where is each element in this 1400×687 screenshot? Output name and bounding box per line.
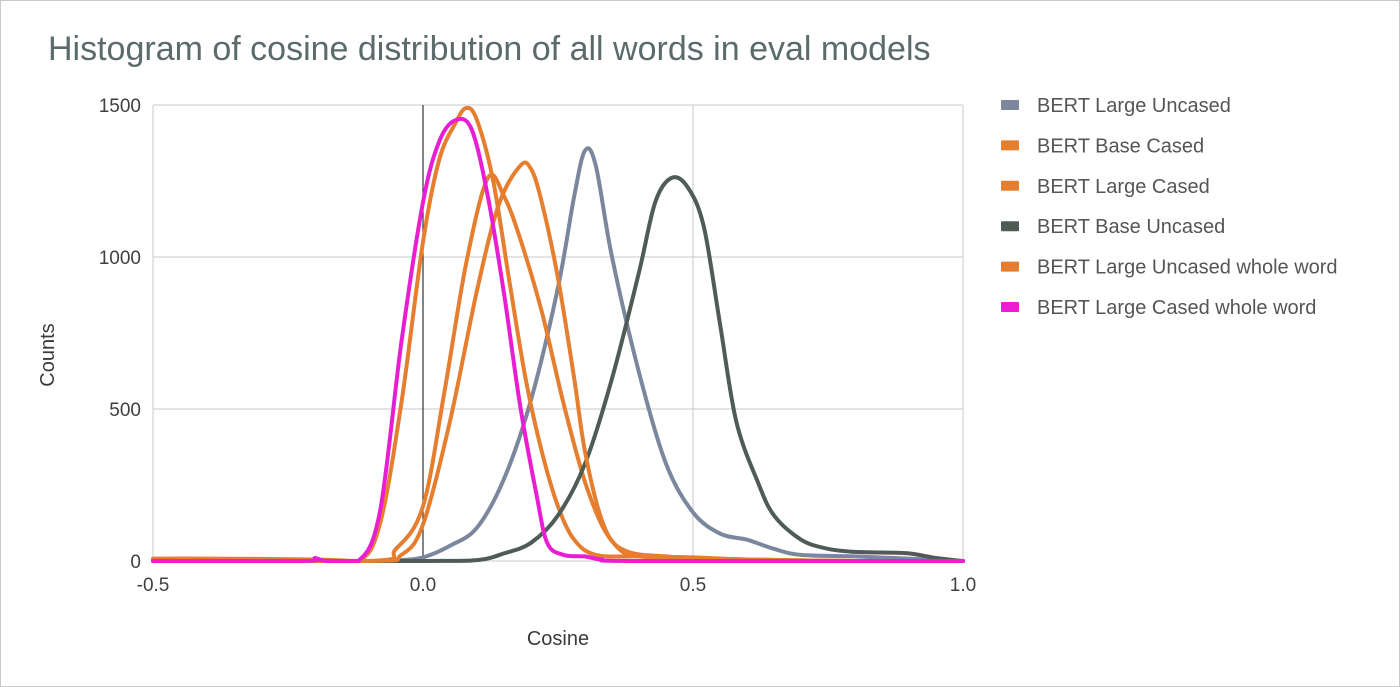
legend-label: BERT Large Cased — [1037, 176, 1210, 198]
x-tick-label: 1.0 — [950, 575, 976, 596]
series-line-bert-large-cased-whole-word — [151, 116, 965, 564]
series-layer — [151, 105, 965, 564]
y-tick-label: 1000 — [99, 248, 141, 269]
tick-layer: 0 500 1000 1500 -0.5 0.0 0.5 1.0 — [99, 96, 976, 596]
legend-label: BERT Large Uncased — [1037, 95, 1231, 117]
legend-label: BERT Base Uncased — [1037, 216, 1225, 238]
y-axis-label: Counts — [37, 323, 59, 386]
series-line-bert-large-uncased — [151, 146, 965, 564]
legend-swatch — [1001, 221, 1019, 232]
legend-swatch — [1001, 261, 1019, 272]
x-axis-label: Cosine — [527, 628, 589, 650]
x-tick-label: 0.5 — [680, 575, 706, 596]
x-tick-label: 0.0 — [410, 575, 436, 596]
legend-swatch — [1001, 180, 1019, 191]
series-line-bert-base-uncased — [151, 175, 965, 564]
legend-swatch — [1001, 100, 1019, 110]
legend-swatch — [1001, 302, 1019, 312]
legend-swatch — [1001, 140, 1019, 151]
legend-label: BERT Base Cased — [1037, 135, 1204, 157]
grid-layer — [152, 104, 964, 562]
chart-title: Histogram of cosine distribution of all … — [48, 30, 931, 68]
y-tick-label: 0 — [130, 552, 141, 573]
legend-label: BERT Large Uncased whole word — [1037, 257, 1338, 279]
series-line-bert-large-uncased-whole-word — [151, 160, 965, 564]
y-tick-label: 500 — [109, 400, 141, 421]
x-tick-label: -0.5 — [137, 575, 170, 596]
legend-label: BERT Large Cased whole word — [1037, 297, 1316, 319]
y-tick-label: 1500 — [99, 96, 141, 117]
series-line-bert-base-cased — [151, 105, 965, 563]
legend: BERT Large Uncased BERT Base Cased BERT La… — [1001, 95, 1338, 319]
